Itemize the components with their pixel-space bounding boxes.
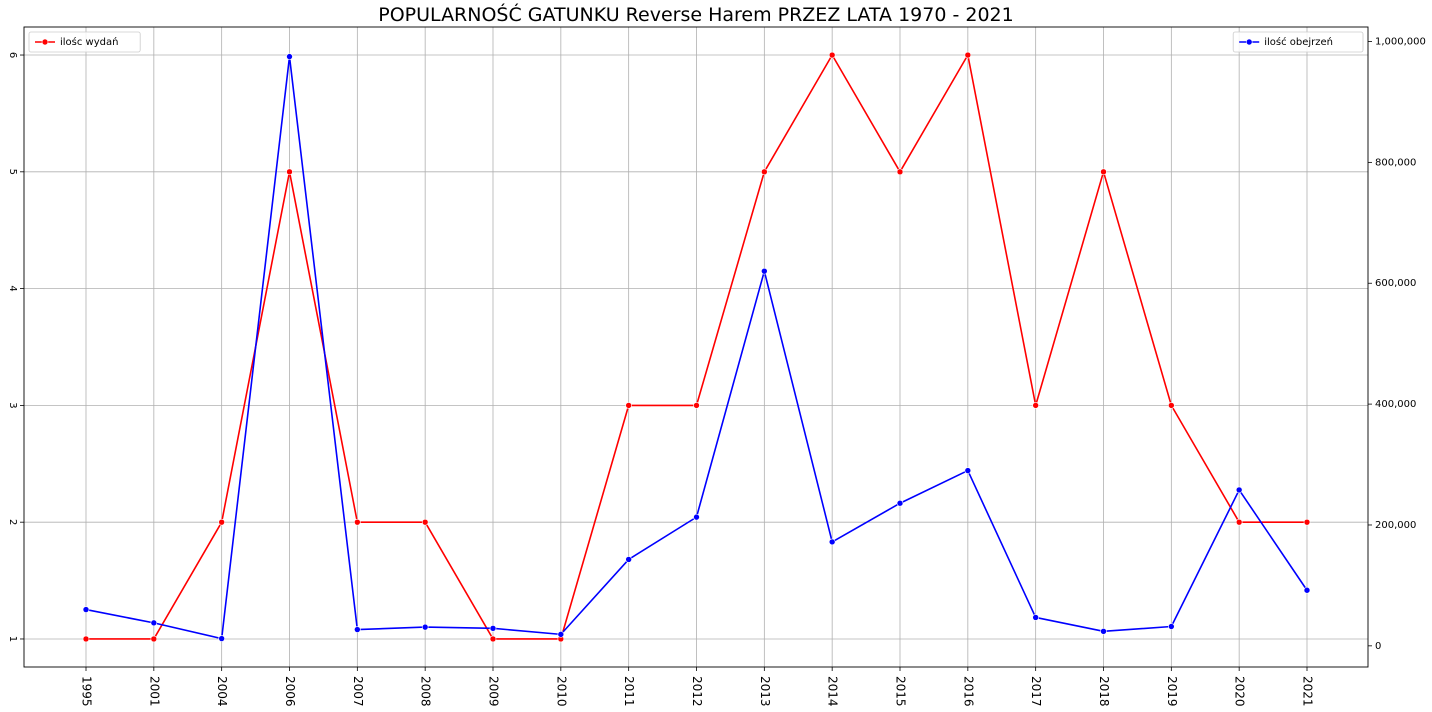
data-point — [557, 631, 565, 638]
x-tick-label: 2006 — [283, 676, 297, 707]
data-point — [1235, 518, 1243, 526]
x-tick-label: 2014 — [826, 676, 840, 707]
data-point — [489, 635, 497, 643]
data-point — [964, 51, 972, 59]
left-y-tick-label: 5 — [7, 169, 18, 175]
left-y-tick-label: 1 — [7, 636, 18, 642]
x-tick-label: 2009 — [487, 676, 501, 707]
legend-label: ilośc wydań — [60, 36, 118, 48]
data-point — [1032, 402, 1039, 409]
data-point — [150, 635, 158, 643]
data-point — [693, 402, 700, 409]
series-views — [82, 53, 1311, 642]
data-point — [896, 499, 904, 507]
x-tick-label: 2018 — [1097, 676, 1111, 707]
right-y-tick-label: 600,000 — [1375, 278, 1416, 289]
x-tick-label: 2017 — [1029, 676, 1043, 707]
chart-title: POPULARNOŚĆ GATUNKU Reverse Harem PRZEZ … — [378, 2, 1013, 26]
data-point — [1303, 586, 1311, 594]
data-point — [1100, 628, 1107, 635]
right-y-tick-label: 800,000 — [1375, 157, 1416, 168]
data-point — [964, 467, 972, 474]
data-point — [82, 635, 90, 643]
data-point — [1235, 486, 1243, 494]
data-point — [1032, 614, 1039, 621]
x-tick-label: 2001 — [147, 676, 161, 707]
x-tick-label: 2020 — [1233, 676, 1247, 707]
data-point — [1100, 168, 1107, 176]
data-point — [828, 538, 836, 546]
data-point — [354, 518, 361, 526]
data-point — [693, 513, 700, 521]
x-tick-label: 2021 — [1301, 676, 1315, 707]
x-tick-label: 2011 — [622, 676, 636, 707]
series-releases — [82, 51, 1311, 643]
legend-label: ilość obejrzeń — [1264, 36, 1333, 48]
x-tick-label: 2015 — [894, 676, 908, 707]
data-point — [761, 267, 768, 275]
x-tick-label: 2008 — [419, 676, 433, 707]
data-point — [1168, 623, 1175, 630]
legend-box — [28, 31, 141, 53]
data-point — [218, 635, 225, 642]
legend-left: ilośc wydań — [28, 31, 141, 53]
data-point — [150, 619, 158, 627]
left-y-tick-label: 2 — [7, 519, 18, 525]
x-tick-label: 2007 — [351, 676, 365, 707]
data-point — [286, 168, 293, 176]
right-y-tick-label: 1,000,000 — [1375, 37, 1426, 48]
x-tick-label: 2012 — [690, 676, 704, 707]
data-point — [286, 53, 293, 60]
legend-right: ilość obejrzeń — [1232, 31, 1364, 53]
plot-frame — [23, 26, 1369, 668]
data-point — [489, 625, 497, 632]
legend-marker — [1245, 38, 1253, 46]
data-point — [421, 518, 429, 526]
left-y-tick-label: 4 — [7, 285, 18, 291]
data-point — [218, 518, 225, 526]
x-tick-label: 2013 — [758, 676, 772, 707]
x-tick-label: 2019 — [1165, 676, 1179, 707]
data-point — [1303, 518, 1311, 526]
data-point — [828, 51, 836, 59]
right-y-tick-label: 200,000 — [1375, 520, 1416, 531]
data-point — [625, 556, 632, 563]
data-point — [421, 623, 429, 631]
data-point — [761, 168, 768, 176]
x-tick-label: 2010 — [554, 676, 568, 707]
x-tick-label: 2016 — [961, 676, 975, 707]
data-point — [1168, 402, 1175, 409]
left-y-tick-label: 3 — [7, 402, 18, 408]
legend-marker — [41, 38, 49, 46]
right-y-tick-label: 0 — [1375, 641, 1381, 652]
data-point — [896, 168, 904, 176]
data-point — [354, 626, 361, 633]
legend-box — [1232, 31, 1364, 53]
left-y-tick-label: 6 — [7, 52, 18, 58]
data-point — [82, 606, 90, 613]
x-tick-label: 2004 — [215, 676, 229, 707]
x-tick-label: 1995 — [80, 676, 94, 707]
data-point — [625, 402, 632, 409]
right-y-tick-label: 400,000 — [1375, 399, 1416, 410]
